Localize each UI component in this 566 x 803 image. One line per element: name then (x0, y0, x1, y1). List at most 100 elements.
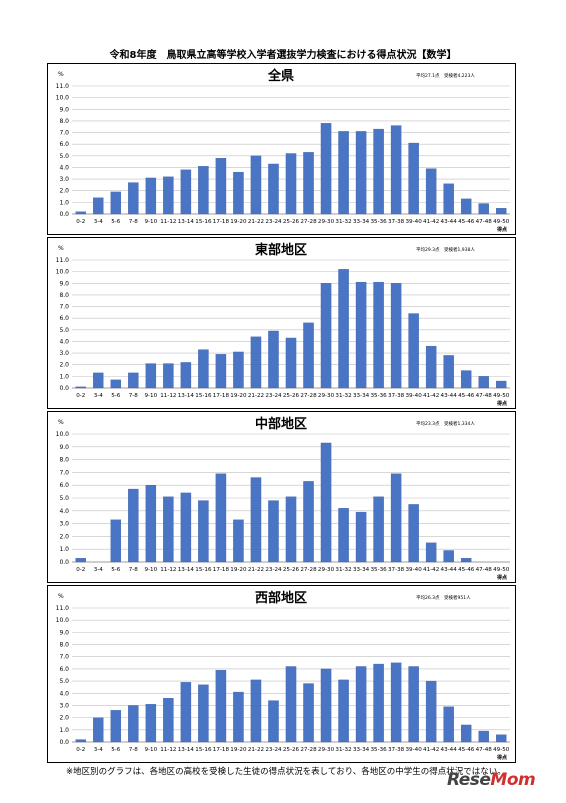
x-tick-label: 41-42 (423, 567, 439, 573)
chart-stats: 平均29.3点 受検者1,938人 (416, 246, 475, 253)
x-tick-label: 33-34 (353, 393, 370, 399)
x-tick-label: 35-36 (370, 393, 387, 399)
bar (128, 182, 139, 215)
x-tick-label: 37-38 (388, 219, 405, 225)
x-tick-label: 29-30 (318, 567, 335, 573)
y-tick-label: 10.0 (56, 617, 70, 624)
bar (233, 351, 244, 389)
y-tick-label: 9.0 (59, 444, 69, 451)
x-tick-label: 27-28 (300, 567, 317, 573)
bar (285, 153, 297, 215)
bar (128, 372, 139, 389)
bar (408, 142, 419, 215)
bar (338, 269, 349, 389)
y-tick-label: 2.0 (59, 533, 69, 540)
x-tick-label: 27-28 (300, 747, 317, 753)
bar (145, 704, 157, 743)
y-tick-label: 5.0 (59, 678, 69, 685)
y-tick-label: 6.0 (59, 482, 69, 489)
bar (496, 380, 507, 389)
bar (110, 519, 122, 563)
bar (75, 739, 86, 743)
y-tick-label: 4.0 (59, 338, 69, 345)
chart-stats: 平均26.3点 受検者951人 (416, 594, 471, 601)
chart-title: 中部地区 (255, 416, 307, 432)
y-tick-label: 8.0 (59, 118, 69, 125)
bar (285, 496, 297, 563)
bar (198, 500, 209, 563)
x-tick-label: 13-14 (178, 219, 195, 225)
x-tick-label: 13-14 (178, 567, 195, 573)
bar (198, 684, 209, 743)
bar (268, 163, 279, 215)
chart-svg: 東部地区 平均29.3点 受検者1,938人% 得点 0.0 1.0 2.0 3.0 4.0 5… (56, 242, 510, 407)
bar (390, 662, 402, 743)
y-tick-label: 1.0 (59, 546, 69, 553)
x-tick-label: 19-20 (230, 393, 247, 399)
bar (355, 666, 367, 743)
x-tick-label: 15-16 (195, 747, 212, 753)
x-tick-label: 43-44 (441, 393, 458, 399)
x-tick-label: 23-24 (265, 747, 282, 753)
y-tick-label: 8.0 (59, 292, 69, 299)
x-tick-label: 21-22 (248, 219, 264, 225)
y-tick-label: 11.0 (56, 605, 70, 612)
bar (180, 362, 192, 389)
y-tick-label: 9.0 (59, 106, 69, 113)
bar (390, 125, 402, 215)
x-tick-label: 49-50 (493, 219, 510, 225)
x-tick-label: 17-18 (213, 747, 230, 753)
x-tick-label: 21-22 (248, 747, 264, 753)
bar (215, 473, 227, 563)
y-tick-label: 10.0 (56, 431, 70, 438)
bar (163, 697, 174, 743)
bar (443, 706, 454, 743)
x-tick-label: 41-42 (423, 393, 439, 399)
x-tick-label: 47-48 (476, 567, 493, 573)
bar (496, 208, 507, 215)
bar (460, 724, 472, 743)
x-tick-label: 29-30 (318, 747, 335, 753)
bar (373, 496, 384, 563)
x-tick-label: 49-50 (493, 393, 510, 399)
bar (443, 183, 454, 215)
bar (303, 481, 314, 563)
y-tick-label: 0.0 (59, 385, 69, 392)
x-tick-label: 45-46 (458, 747, 475, 753)
bar (320, 668, 332, 743)
y-tick-label: 4.0 (59, 508, 69, 515)
y-axis-unit: % (58, 245, 64, 252)
x-tick-label: 47-48 (476, 393, 493, 399)
x-tick-label: 37-38 (388, 567, 405, 573)
y-tick-label: 8.0 (59, 642, 69, 649)
x-tick-label: 23-24 (265, 393, 282, 399)
bar (128, 705, 139, 743)
x-tick-label: 13-14 (178, 393, 195, 399)
chart-title: 東部地区 (255, 242, 307, 258)
x-tick-label: 49-50 (493, 747, 510, 753)
x-tick-label: 15-16 (195, 393, 212, 399)
bar (215, 354, 227, 389)
x-tick-label: 45-46 (458, 393, 475, 399)
x-tick-label: 23-24 (265, 219, 282, 225)
y-tick-label: 4.0 (59, 690, 69, 697)
x-tick-label: 23-24 (265, 567, 282, 573)
y-tick-label: 5.0 (59, 495, 69, 502)
x-tick-label: 45-46 (458, 567, 475, 573)
bar (408, 504, 419, 563)
x-tick-label: 0-2 (76, 219, 85, 225)
x-tick-label: 19-20 (230, 567, 247, 573)
bar (460, 198, 472, 215)
x-tick-label: 31-32 (335, 747, 351, 753)
x-tick-label: 5-6 (111, 567, 121, 573)
bar (128, 488, 139, 563)
footnote: ※地区別のグラフは、各地区の高校を受検した生徒の得点状況を表しており、各地区の中… (66, 767, 506, 777)
y-tick-label: 0.0 (59, 739, 69, 746)
x-tick-label: 17-18 (213, 219, 230, 225)
bar (198, 166, 209, 215)
bar (75, 386, 86, 389)
x-tick-label: 33-34 (353, 747, 370, 753)
bar (390, 473, 402, 563)
bar (268, 500, 279, 563)
x-tick-label: 3-4 (94, 393, 104, 399)
